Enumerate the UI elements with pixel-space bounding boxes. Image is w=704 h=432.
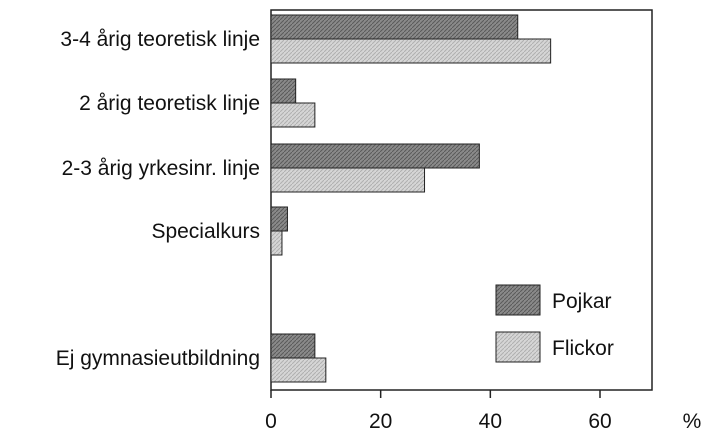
bar-pojkar-3 (270, 143, 480, 169)
bar-pojkar-4 (270, 206, 288, 232)
bar-pojkar-5 (270, 333, 316, 359)
category-label: 2 årig teoretisk linje (79, 92, 260, 115)
category-label: Ej gymnasieutbildning (56, 347, 260, 370)
bar-flickor-1 (270, 38, 552, 64)
x-tick-label: 20 (369, 410, 392, 432)
bar-flickor-4 (270, 230, 283, 256)
x-axis-unit-label: % (683, 410, 702, 432)
bar-pojkar-2 (270, 78, 297, 104)
legend-label-pojkar: Pojkar (552, 290, 612, 313)
x-tick-label: 40 (479, 410, 502, 432)
category-label: 2-3 årig yrkesinr. linje (62, 157, 260, 180)
x-tick-label: 60 (588, 410, 611, 432)
category-label: 3-4 årig teoretisk linje (60, 28, 260, 51)
category-label: Specialkurs (151, 220, 260, 243)
legend-swatch-flickor (495, 331, 541, 363)
legend-label-flickor: Flickor (552, 337, 614, 360)
bar-flickor-5 (270, 357, 327, 383)
bar-flickor-3 (270, 167, 426, 193)
bar-flickor-2 (270, 102, 316, 128)
bar-pojkar-1 (270, 14, 519, 40)
x-tick-label: 0 (265, 410, 277, 432)
plot-frame (270, 9, 653, 391)
legend-swatch-pojkar (495, 284, 541, 316)
